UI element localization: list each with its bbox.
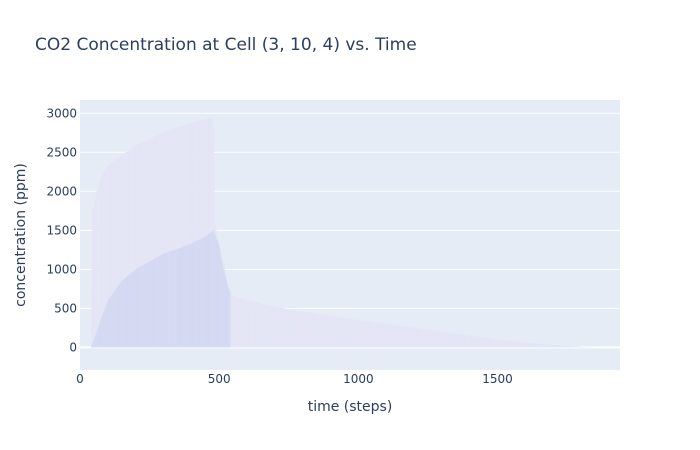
x-tick-label: 500 [208,372,231,386]
y-tick-label: 500 [54,301,77,315]
x-axis-title: time (steps) [308,399,393,415]
y-tick-label: 2000 [46,184,77,198]
bars [91,117,595,348]
y-tick-label: 0 [69,340,77,354]
y-tick-label: 1500 [46,223,77,237]
y-axis-title: concentration (ppm) [13,163,29,307]
y-tick-label: 2500 [46,145,77,159]
y-tick-label: 1000 [46,262,77,276]
y-tick-label: 3000 [46,106,77,120]
x-tick-label: 1500 [482,372,513,386]
y-axis-ticks: 0 500 1000 1500 2000 2500 3000 [46,106,77,354]
x-axis-ticks: 0 500 1000 1500 [76,372,513,386]
x-tick-label: 1000 [343,372,374,386]
x-tick-label: 0 [76,372,84,386]
chart-title: CO2 Concentration at Cell (3, 10, 4) vs.… [35,35,417,55]
